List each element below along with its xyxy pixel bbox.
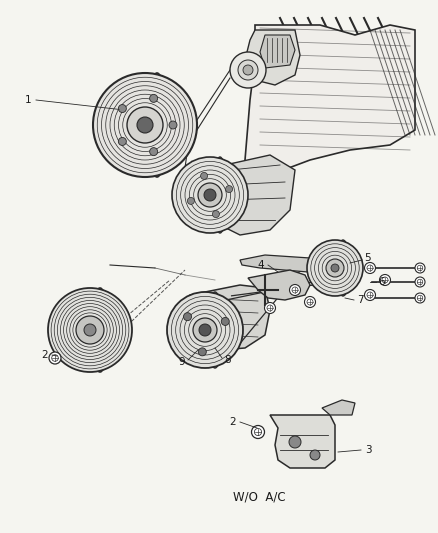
Circle shape [169, 121, 177, 129]
Circle shape [309, 450, 319, 460]
Circle shape [118, 104, 126, 112]
Circle shape [204, 189, 215, 201]
Text: 7: 7 [356, 295, 363, 305]
Ellipse shape [91, 288, 109, 372]
Circle shape [364, 289, 374, 301]
Circle shape [237, 60, 258, 80]
Circle shape [221, 318, 229, 326]
Polygon shape [244, 30, 299, 85]
Polygon shape [321, 400, 354, 415]
Circle shape [49, 352, 61, 364]
Circle shape [364, 262, 374, 273]
Circle shape [325, 259, 343, 277]
Circle shape [48, 288, 132, 372]
Circle shape [198, 183, 222, 207]
Ellipse shape [147, 73, 166, 177]
Text: 9: 9 [178, 357, 185, 367]
Circle shape [84, 324, 96, 336]
Polygon shape [240, 255, 314, 272]
Text: 2: 2 [42, 350, 48, 360]
Circle shape [149, 94, 157, 102]
Circle shape [304, 296, 315, 308]
Circle shape [306, 240, 362, 296]
Text: W/O  A/C: W/O A/C [232, 490, 285, 504]
Circle shape [149, 148, 157, 156]
Polygon shape [259, 35, 294, 68]
Polygon shape [184, 285, 269, 350]
Circle shape [251, 425, 264, 439]
Circle shape [172, 157, 247, 233]
Circle shape [137, 117, 153, 133]
Circle shape [183, 313, 191, 321]
Circle shape [414, 277, 424, 287]
Circle shape [127, 107, 162, 143]
Circle shape [330, 264, 338, 272]
Polygon shape [244, 25, 414, 180]
Text: 1: 1 [25, 95, 31, 105]
Polygon shape [215, 155, 294, 235]
Circle shape [193, 318, 216, 342]
Text: 6: 6 [378, 277, 385, 287]
Circle shape [225, 185, 232, 192]
Circle shape [414, 263, 424, 273]
Ellipse shape [212, 157, 226, 233]
Ellipse shape [207, 292, 223, 368]
Circle shape [289, 285, 300, 295]
Polygon shape [247, 270, 309, 300]
Circle shape [118, 138, 126, 146]
Text: 8: 8 [224, 355, 231, 365]
Circle shape [243, 65, 252, 75]
Text: 2: 2 [229, 417, 236, 427]
Circle shape [187, 197, 194, 205]
Circle shape [198, 324, 211, 336]
Circle shape [93, 73, 197, 177]
Circle shape [230, 52, 265, 88]
Circle shape [288, 436, 300, 448]
Circle shape [198, 348, 206, 356]
Circle shape [378, 274, 390, 286]
Circle shape [76, 316, 104, 344]
Text: 5: 5 [364, 253, 371, 263]
Text: 4: 4 [257, 260, 264, 270]
Circle shape [414, 293, 424, 303]
Circle shape [166, 292, 243, 368]
Circle shape [264, 303, 275, 313]
Ellipse shape [335, 240, 349, 296]
Polygon shape [269, 415, 334, 468]
Circle shape [212, 211, 219, 217]
Text: 3: 3 [364, 445, 371, 455]
Circle shape [200, 172, 207, 180]
